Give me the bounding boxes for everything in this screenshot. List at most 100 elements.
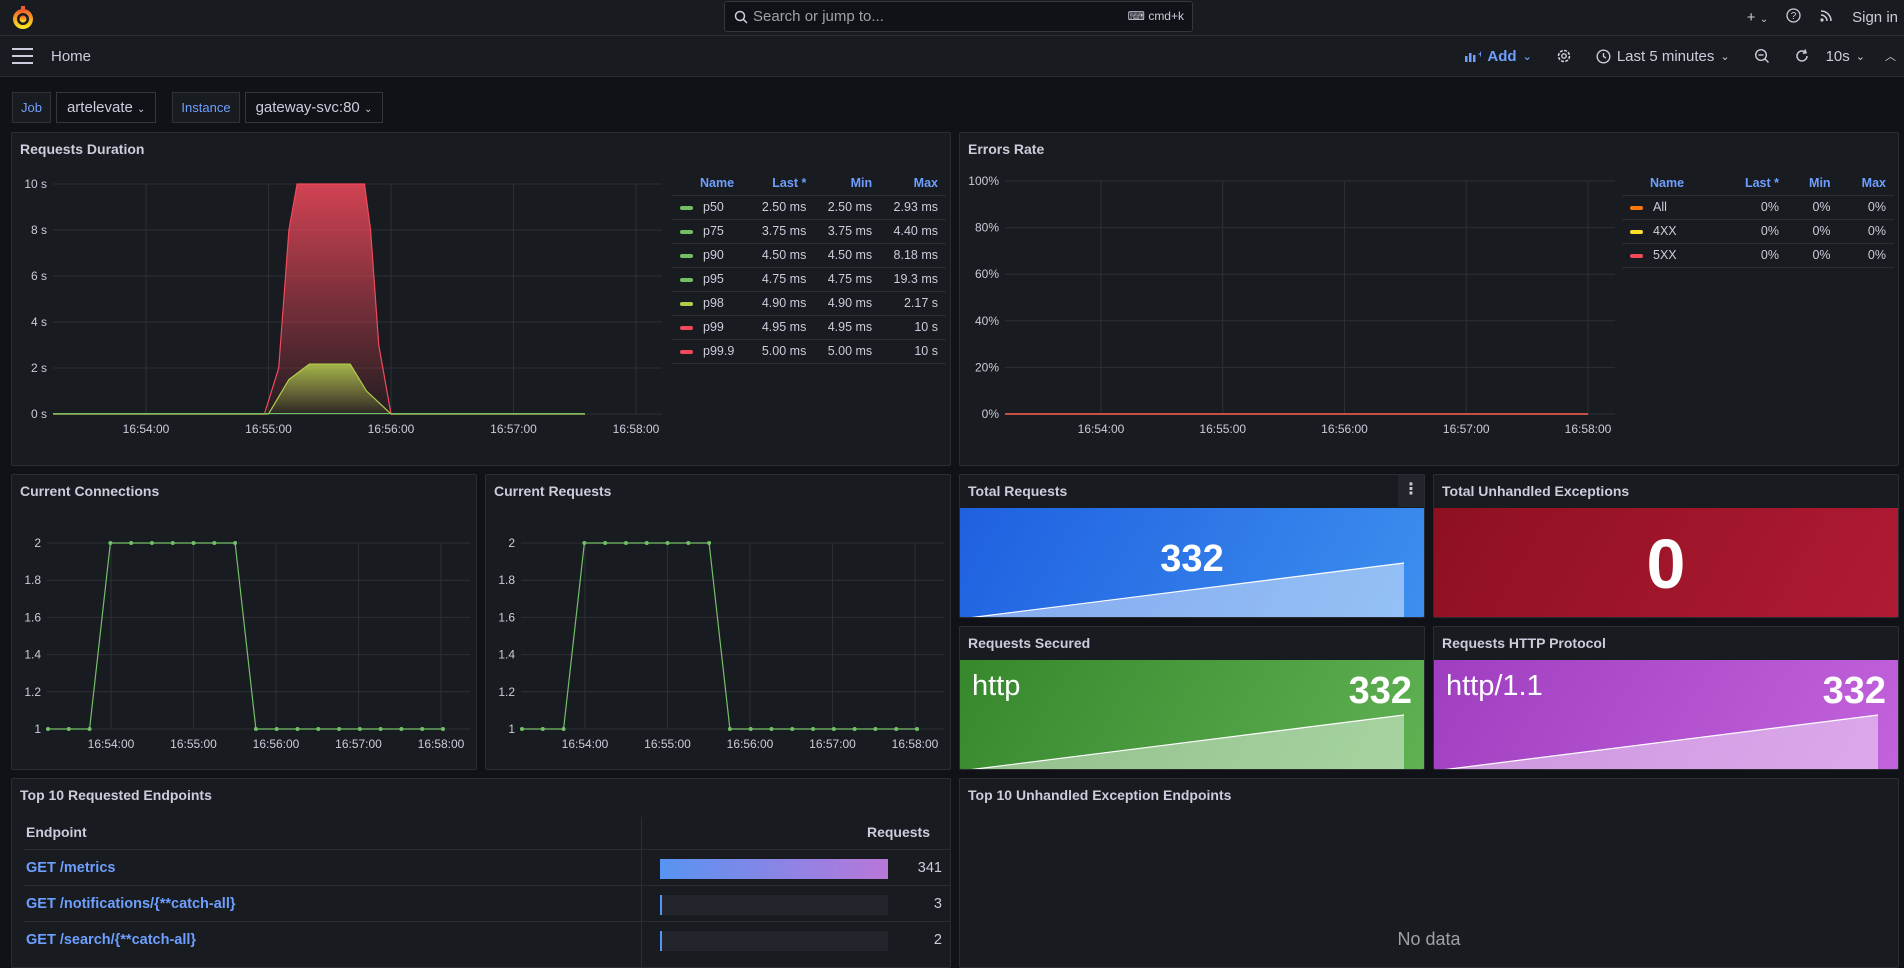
panel-requests-http-protocol[interactable]: Requests HTTP Protocol http/1.1 332 (1433, 626, 1899, 770)
time-picker[interactable]: Last 5 minutes ⌄ (1584, 36, 1742, 76)
legend-name[interactable]: p75 (672, 219, 749, 243)
search-input[interactable]: Search or jump to... ⌨ cmd+k (724, 1, 1193, 32)
panel-menu-icon[interactable]: ⋮ (1398, 475, 1424, 507)
x-tick-label: 16:55:00 (170, 737, 217, 751)
y-tick-label: 2 s (31, 361, 47, 375)
column-header-requests[interactable]: Requests (867, 824, 930, 840)
legend-header-last[interactable]: Last * (749, 171, 815, 195)
variable-select-instance[interactable]: gateway-svc:80 ⌄ (245, 92, 384, 123)
variable-label-instance: Instance (172, 92, 239, 123)
legend-swatch (680, 254, 693, 258)
panel-top-exception-endpoints[interactable]: Top 10 Unhandled Exception Endpoints No … (959, 778, 1899, 968)
legend-swatch (680, 278, 693, 282)
legend-label: 4XX (1653, 224, 1677, 238)
legend-max: 8.18 ms (880, 243, 946, 267)
legend-last: 0% (1718, 243, 1787, 267)
data-point (254, 727, 258, 731)
panel-total-unhandled-exceptions[interactable]: Total Unhandled Exceptions 0 (1433, 474, 1899, 618)
refresh-interval-label[interactable]: 10s (1826, 48, 1850, 65)
legend-name[interactable]: p99 (672, 315, 749, 339)
legend-header-max[interactable]: Max (1839, 171, 1894, 195)
breadcrumb-home[interactable]: Home (51, 48, 91, 65)
legend-header-last[interactable]: Last * (1718, 171, 1787, 195)
stat-background: http 332 (960, 660, 1424, 769)
help-button[interactable]: ? (1786, 8, 1801, 27)
legend-header-name[interactable]: Name (1622, 171, 1718, 195)
zoom-out-button[interactable] (1742, 36, 1782, 76)
new-menu-button[interactable]: + ⌄ (1747, 9, 1768, 26)
y-tick-label: 0 s (31, 407, 47, 421)
menu-icon[interactable] (12, 48, 33, 64)
endpoint-link[interactable]: GET /metrics (26, 860, 115, 876)
news-button[interactable] (1819, 8, 1834, 27)
zoom-out-icon (1754, 48, 1770, 64)
x-tick-label: 16:55:00 (644, 737, 691, 751)
legend-name[interactable]: p50 (672, 195, 749, 219)
legend-header-min[interactable]: Min (1787, 171, 1839, 195)
legend-name[interactable]: p99.9 (672, 339, 749, 363)
y-tick-label: 1.2 (24, 685, 41, 699)
variable-label-job: Job (12, 92, 51, 123)
panel-title: Top 10 Requested Endpoints (20, 787, 212, 803)
legend-swatch (1630, 230, 1643, 234)
x-tick-label: 16:54:00 (562, 737, 609, 751)
panel-requests-secured[interactable]: Requests Secured http 332 (959, 626, 1425, 770)
panel-top-endpoints[interactable]: Top 10 Requested Endpoints Endpoint Requ… (11, 778, 951, 968)
legend-header-min[interactable]: Min (814, 171, 880, 195)
settings-button[interactable] (1544, 36, 1584, 76)
variable-select-job[interactable]: artelevate ⌄ (56, 92, 156, 123)
stat-label: http (972, 670, 1020, 703)
chevron-down-icon: ⌄ (1856, 50, 1865, 63)
legend-name[interactable]: All (1622, 195, 1718, 219)
nav-bar: Home + Add ⌄ Last 5 minutes ⌄ 10s ⌄ ︿ (0, 36, 1904, 77)
legend-swatch (680, 230, 693, 234)
data-point (541, 727, 545, 731)
sign-in-link[interactable]: Sign in (1852, 9, 1898, 26)
top-bar: Search or jump to... ⌨ cmd+k + ⌄ ? Sign … (0, 0, 1904, 36)
grafana-logo-icon[interactable] (10, 5, 36, 31)
data-point (894, 727, 898, 731)
endpoint-link[interactable]: GET /notifications/{**catch-all} (26, 896, 236, 912)
legend-name[interactable]: p95 (672, 267, 749, 291)
table-row: GET /search/{**catch-all}2 (24, 921, 951, 957)
no-data-message: No data (960, 929, 1898, 950)
help-icon: ? (1786, 8, 1801, 23)
legend-name[interactable]: p90 (672, 243, 749, 267)
legend-name[interactable]: p98 (672, 291, 749, 315)
column-header-endpoint[interactable]: Endpoint (26, 824, 87, 840)
panel-total-requests[interactable]: Total Requests ⋮ 332 (959, 474, 1425, 618)
data-point (150, 541, 154, 545)
endpoint-link[interactable]: GET /search/{**catch-all} (26, 932, 196, 948)
legend-name[interactable]: 5XX (1622, 243, 1718, 267)
legend-last: 2.50 ms (749, 195, 815, 219)
legend-label: p90 (703, 248, 724, 262)
add-button[interactable]: + Add ⌄ (1453, 36, 1543, 76)
add-panel-icon: + (1465, 50, 1481, 62)
legend-header-max[interactable]: Max (880, 171, 946, 195)
stat-value: 332 (1349, 670, 1412, 713)
legend-header-name[interactable]: Name (672, 171, 749, 195)
x-tick-label: 16:57:00 (490, 422, 537, 436)
collapse-button[interactable]: ︿ (1877, 36, 1904, 76)
legend-name[interactable]: 4XX (1622, 219, 1718, 243)
refresh-button[interactable]: 10s ⌄ (1782, 36, 1877, 76)
